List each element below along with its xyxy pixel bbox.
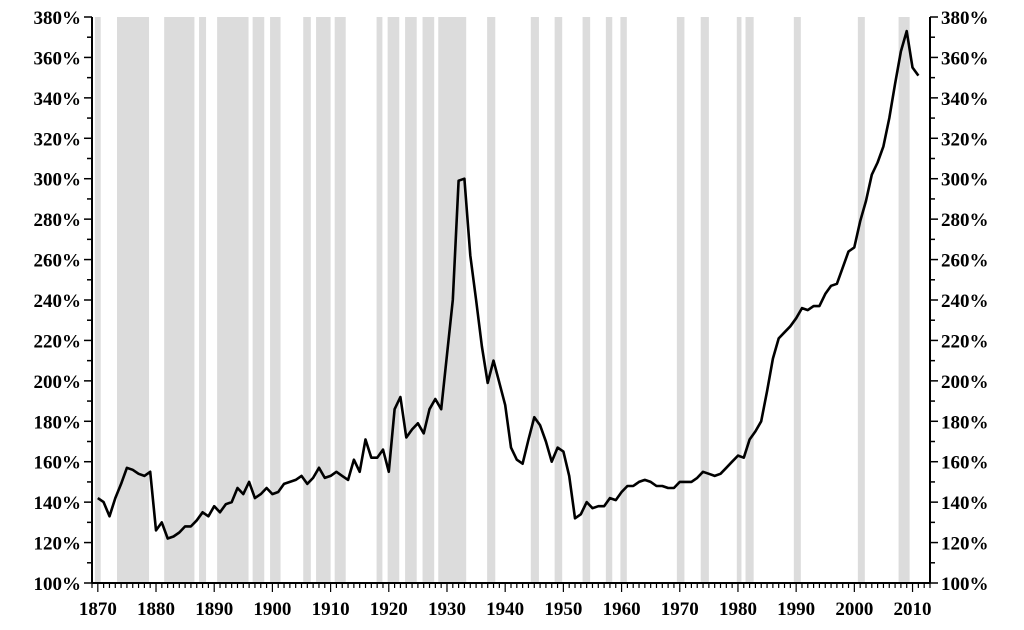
y-tick-label-right: 220% [941, 331, 989, 352]
y-tick-label-left: 320% [34, 129, 82, 150]
recession-band [676, 17, 685, 583]
y-tick-label-left: 100% [34, 574, 82, 595]
y-tick-label-right: 380% [941, 8, 989, 29]
recession-band [700, 17, 709, 583]
recession-band [736, 17, 742, 583]
recession-band [94, 17, 101, 583]
recession-band [405, 17, 417, 583]
y-tick-label-left: 380% [34, 8, 82, 29]
recession-band [487, 17, 496, 583]
recession-band [117, 17, 150, 583]
x-tick-label: 1950 [544, 599, 582, 620]
y-tick-label-right: 340% [941, 89, 989, 110]
recession-band [252, 17, 265, 583]
y-tick-label-left: 260% [34, 251, 82, 272]
recession-band [745, 17, 754, 583]
recession-band [554, 17, 563, 583]
y-tick-label-left: 180% [34, 412, 82, 433]
y-tick-label-left: 240% [34, 291, 82, 312]
recession-band [387, 17, 400, 583]
recession-band [620, 17, 627, 583]
recession-bands [94, 17, 910, 583]
recession-band [530, 17, 539, 583]
recession-band [199, 17, 207, 583]
y-tick-label-right: 160% [941, 453, 989, 474]
series-layer [97, 29, 920, 540]
x-tick-label: 1990 [777, 599, 815, 620]
x-tick-label: 1940 [486, 599, 524, 620]
y-tick-label-left: 280% [34, 210, 82, 231]
y-tick-label-right: 200% [941, 372, 989, 393]
x-tick-label: 2000 [835, 599, 873, 620]
recession-band [303, 17, 311, 583]
y-tick-label-left: 360% [34, 48, 82, 69]
recession-band [334, 17, 346, 583]
recession-band [898, 17, 910, 583]
y-tick-label-right: 180% [941, 412, 989, 433]
x-tick-label: 1880 [137, 599, 175, 620]
recession-band [857, 17, 865, 583]
x-tick-label: 1870 [79, 599, 117, 620]
recession-band [605, 17, 613, 583]
y-tick-label-right: 140% [941, 493, 989, 514]
y-tick-label-left: 300% [34, 170, 82, 191]
y-tick-label-right: 100% [941, 574, 989, 595]
y-tick-label-left: 340% [34, 89, 82, 110]
x-tick-label: 1930 [428, 599, 466, 620]
x-tick-label: 1980 [719, 599, 757, 620]
x-tick-label: 2010 [894, 599, 932, 620]
recession-band [582, 17, 591, 583]
recession-band [422, 17, 435, 583]
y-tick-label-right: 120% [941, 534, 989, 555]
recession-band [164, 17, 195, 583]
y-tick-label-right: 300% [941, 170, 989, 191]
x-tick-label: 1970 [661, 599, 699, 620]
y-tick-label-right: 240% [941, 291, 989, 312]
y-tick-label-right: 280% [941, 210, 989, 231]
ticks [84, 16, 938, 592]
x-tick-label: 1920 [370, 599, 408, 620]
tick-labels: 100% 100% 120% 120% 140% 140% 160% 160% 180% 180%… [34, 8, 989, 620]
y-tick-label-left: 200% [34, 372, 82, 393]
recession-band [376, 17, 383, 583]
y-tick-label-right: 360% [941, 48, 989, 69]
y-tick-label-left: 120% [34, 534, 82, 555]
y-tick-label-left: 140% [34, 493, 82, 514]
recession-band [217, 17, 249, 583]
recession-band [316, 17, 331, 583]
x-tick-label: 1910 [312, 599, 350, 620]
y-tick-label-left: 220% [34, 331, 82, 352]
x-tick-label: 1900 [253, 599, 291, 620]
y-tick-label-left: 160% [34, 453, 82, 474]
x-tick-label: 1960 [603, 599, 641, 620]
recession-band [270, 17, 281, 583]
x-tick-label: 1890 [195, 599, 233, 620]
y-tick-label-right: 260% [941, 251, 989, 272]
y-tick-label-right: 320% [941, 129, 989, 150]
series-line [97, 29, 920, 540]
recession-band [793, 17, 801, 583]
